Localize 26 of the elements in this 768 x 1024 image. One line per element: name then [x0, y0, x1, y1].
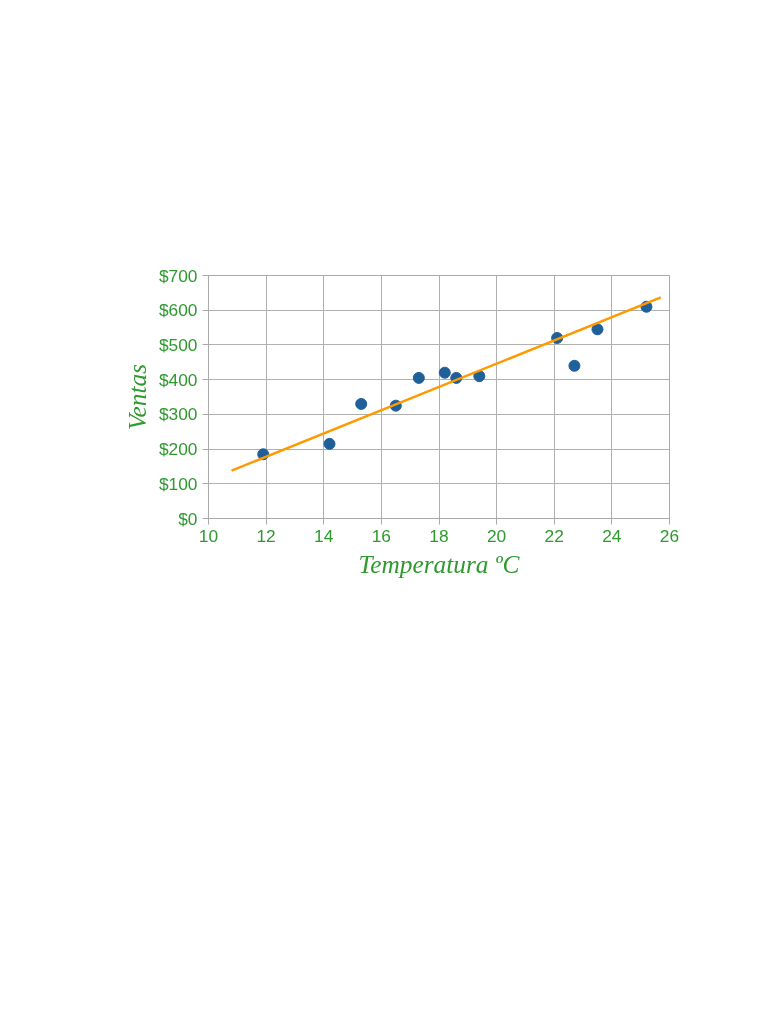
point [323, 437, 336, 450]
y-tick-label: $300 [158, 404, 198, 425]
y-tick-label: $400 [158, 369, 198, 390]
y-tick-label: $500 [158, 334, 198, 355]
y-tick-label: $600 [158, 300, 198, 321]
point [355, 397, 368, 410]
x-tick-label: 12 [256, 525, 276, 546]
x-tick-label: 16 [371, 525, 392, 546]
x-tick-label: 20 [486, 525, 507, 546]
y-tick-label: $700 [158, 265, 198, 286]
y-axis-title: Ventas [122, 363, 151, 431]
point [412, 371, 425, 384]
x-axis-title: Temperatura ºC [358, 549, 521, 578]
x-tick-label: 22 [544, 525, 564, 546]
y-tick-label: $200 [158, 439, 198, 460]
x-tick-label: 24 [602, 525, 622, 546]
y-tick-label: $0 [178, 508, 198, 529]
point [473, 370, 486, 383]
x-tick-label: 18 [429, 525, 449, 546]
x-tick-label: 26 [659, 525, 680, 546]
x-tick-label: 10 [198, 525, 219, 546]
point [438, 366, 451, 379]
y-tick-label: $100 [158, 473, 198, 494]
point [568, 359, 581, 372]
x-tick-label: 14 [314, 525, 334, 546]
point [591, 323, 604, 336]
